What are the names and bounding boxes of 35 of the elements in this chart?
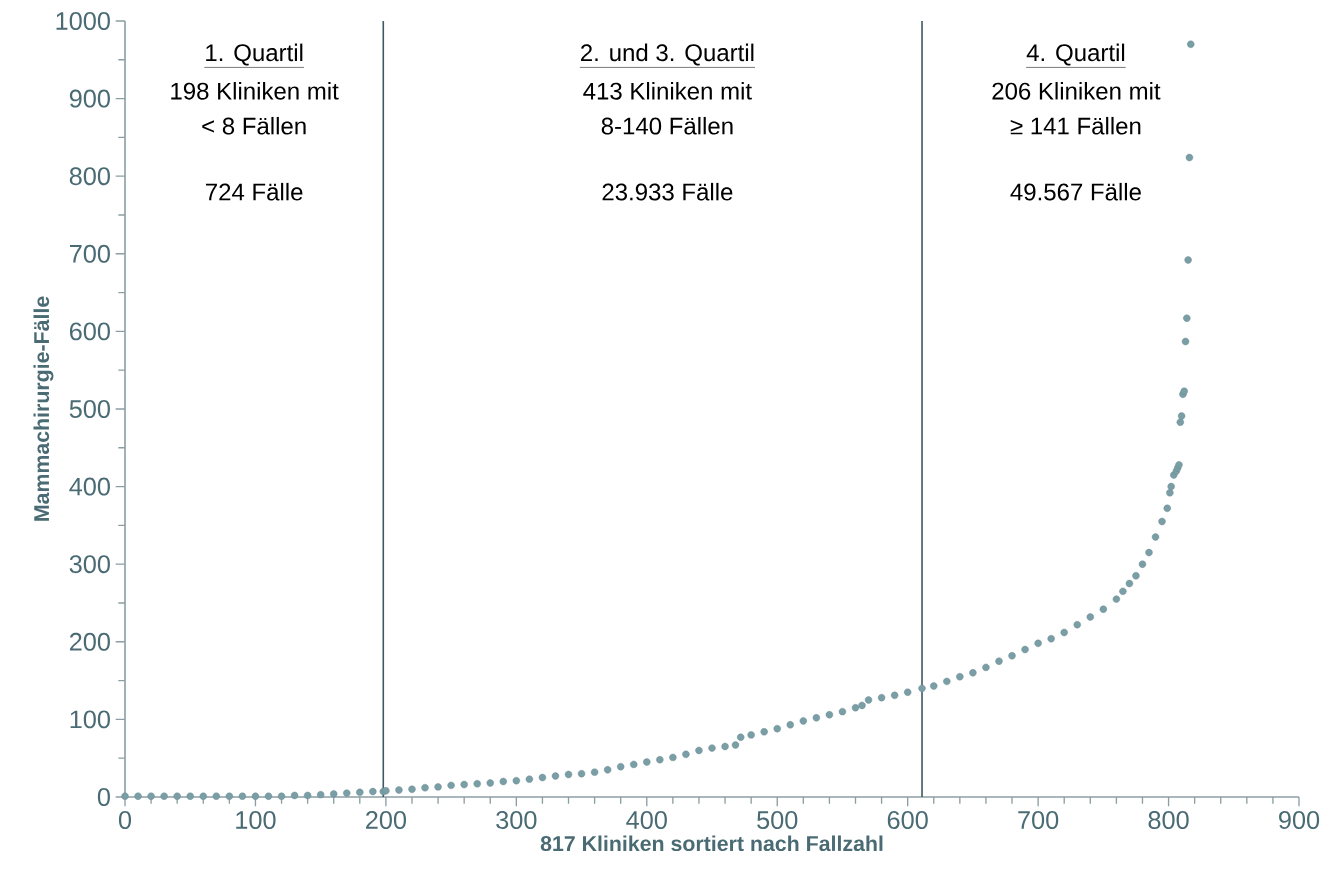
- annotation: 4. Quartil: [1026, 43, 1125, 66]
- y-tick-label: 200: [69, 632, 110, 651]
- y-tick-label: 100: [70, 710, 110, 729]
- x-tick-label: 800: [1148, 811, 1189, 829]
- y-tick-label: 600: [69, 322, 110, 341]
- annotation: 198 Kliniken mit: [171, 82, 339, 100]
- y-tick-label: 900: [69, 89, 110, 108]
- y-tick-label: 500: [69, 400, 110, 418]
- x-tick-label: 900: [1279, 811, 1320, 829]
- x-tick-label: 100: [236, 811, 276, 829]
- x-tick-label: 0: [118, 811, 132, 829]
- x-tick-label: 400: [626, 811, 667, 829]
- y-tick-label: 0: [97, 788, 110, 806]
- y-tick-label: 800: [69, 167, 110, 186]
- annotation: 206 Kliniken mit: [992, 82, 1161, 100]
- y-tick-label: 1000: [56, 12, 110, 30]
- x-tick-label: 300: [496, 811, 537, 829]
- annotation: 8-140 Fällen: [601, 116, 733, 135]
- annotation: 1. Quartil: [206, 43, 303, 66]
- y-tick-label: 700: [69, 244, 110, 263]
- annotation: 2. und 3. Quartil: [581, 43, 754, 66]
- annotation: 724 Fälle: [206, 182, 303, 201]
- annotation: ≥ 141 Fällen: [1010, 116, 1141, 135]
- y-tick-label: 300: [69, 555, 110, 574]
- x-tick-label: 200: [366, 811, 407, 829]
- x-tick-label: 700: [1018, 811, 1059, 829]
- y-axis-title: Mammachirurgie-Fälle: [33, 296, 54, 521]
- x-tick-label: 600: [887, 811, 928, 829]
- annotation: 413 Kliniken mit: [583, 82, 752, 100]
- annotation: 23.933 Fälle: [602, 182, 733, 201]
- annotation: < 8 Fällen: [202, 116, 306, 135]
- annotation: 49.567 Fälle: [1010, 182, 1141, 201]
- x-tick-label: 500: [757, 811, 798, 829]
- x-axis-title: 817 Kliniken sortiert nach Fallzahl: [540, 835, 883, 852]
- y-tick-label: 400: [69, 477, 110, 496]
